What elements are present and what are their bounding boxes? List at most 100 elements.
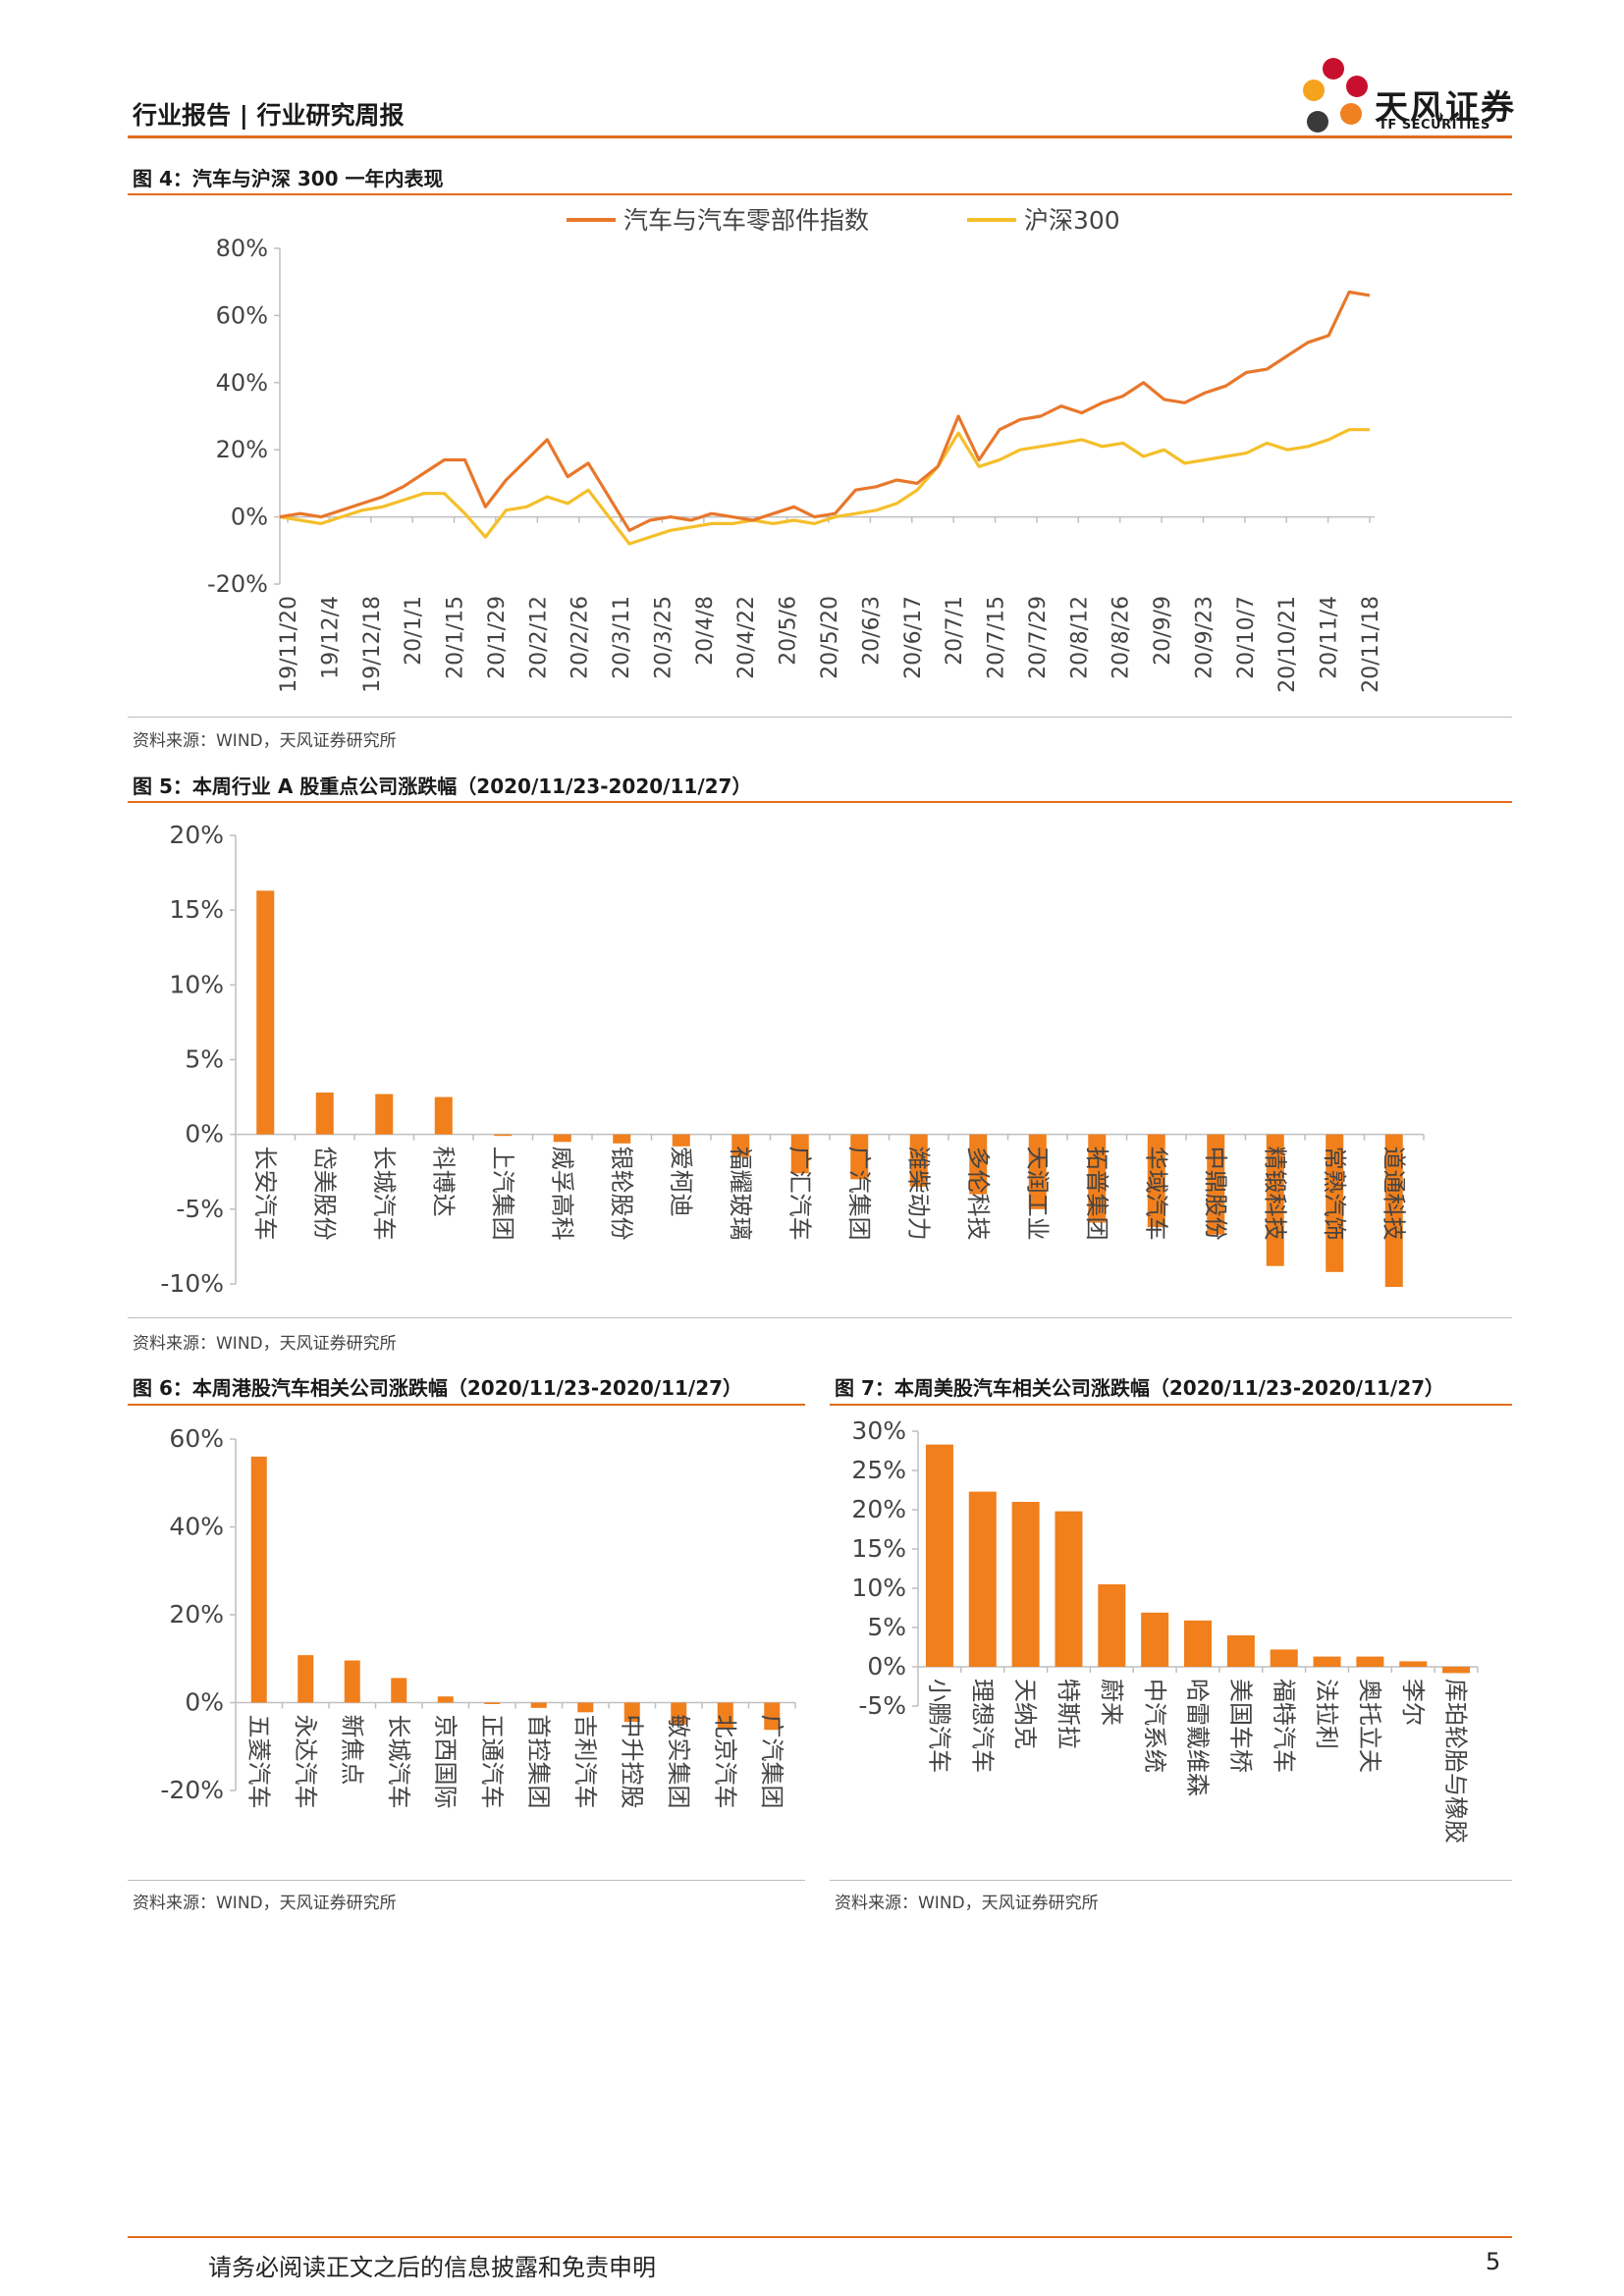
category-label: 敏实集团 (665, 1715, 692, 1809)
figure-7-bar-chart: -5% 0% 5% 10% 15% 20% 25% 30% 小鹏汽车 理想汽车 天纳克 特斯拉 蔚来 中汽… (851, 1416, 1479, 1843)
bar (1313, 1656, 1341, 1667)
figure-4-source: 资料来源：WIND，天风证券研究所 (133, 731, 397, 751)
bar (375, 1094, 394, 1135)
category-label: 精锻科技 (1261, 1147, 1288, 1241)
x-tick-label: 20/3/25 (651, 596, 676, 679)
bar (969, 1134, 988, 1195)
x-tick-label: 20/3/11 (610, 596, 634, 679)
bar (577, 1702, 594, 1713)
y-tick-label: 20% (169, 1600, 224, 1629)
x-tick-label: 20/11/4 (1318, 596, 1342, 679)
bar (315, 1093, 334, 1135)
figure-5-top-rule (128, 801, 1512, 803)
series-line-hs300 (279, 428, 1370, 546)
bar (850, 1134, 869, 1180)
bar (494, 1134, 513, 1137)
category-label: 五菱汽车 (244, 1715, 272, 1809)
y-tick-label: 0% (231, 504, 268, 531)
category-label: 广汇汽车 (785, 1147, 813, 1241)
x-tick-label: 20/7/1 (943, 596, 967, 666)
y-tick-label: 15% (851, 1534, 906, 1563)
category-label: 岱美股份 (310, 1147, 338, 1241)
bar (1184, 1620, 1212, 1667)
category-label: 李尔 (1399, 1679, 1427, 1726)
category-label: 特斯拉 (1055, 1679, 1082, 1749)
bar (250, 1456, 267, 1703)
x-tick-label: 20/10/7 (1234, 596, 1259, 679)
bar (530, 1702, 547, 1708)
category-label: 科博达 (429, 1147, 457, 1217)
category-label: 广汽集团 (758, 1715, 785, 1809)
category-label: 爱柯迪 (667, 1147, 694, 1217)
figure-5-source: 资料来源：WIND，天风证券研究所 (133, 1334, 397, 1354)
bar (672, 1134, 690, 1147)
x-tick-label: 20/9/23 (1192, 596, 1217, 679)
figure-5-title: 图 5：本周行业 A 股重点公司涨跌幅（2020/11/23-2020/11/2… (133, 774, 752, 798)
category-label: 长城汽车 (370, 1147, 398, 1241)
bar (256, 890, 275, 1135)
x-tick-label: 20/7/15 (985, 596, 1009, 679)
figure-7-bottom-rule (830, 1880, 1512, 1881)
y-tick-label: 30% (851, 1416, 906, 1445)
x-tick-label: 20/6/3 (859, 596, 884, 666)
bar (909, 1134, 928, 1187)
category-label: 北京汽车 (711, 1715, 738, 1809)
x-tick-label: 19/12/4 (318, 596, 343, 679)
category-label: 中升控股 (618, 1715, 645, 1809)
y-tick-label: -10% (160, 1269, 224, 1298)
x-tick-label: 20/4/22 (734, 596, 759, 679)
figure-7-top-rule (830, 1404, 1512, 1406)
category-label: 华域汽车 (1142, 1147, 1169, 1241)
category-label: 理想汽车 (968, 1679, 996, 1773)
category-label: 蔚来 (1098, 1679, 1125, 1726)
bar (1226, 1635, 1255, 1667)
figure-4-top-rule (128, 193, 1512, 195)
bar (1270, 1649, 1298, 1667)
bar (623, 1702, 640, 1723)
category-label: 天润工业 (1023, 1147, 1051, 1241)
bar (968, 1491, 997, 1667)
bar (391, 1678, 407, 1703)
category-label: 上汽集团 (489, 1147, 516, 1241)
bar (437, 1696, 454, 1703)
bar (1384, 1134, 1403, 1288)
bar (298, 1655, 314, 1703)
bar (1028, 1134, 1047, 1209)
category-label: 哈雷戴维森 (1184, 1679, 1212, 1796)
bar (1098, 1584, 1126, 1667)
category-label: 威孚高科 (548, 1147, 575, 1241)
x-tick-label: 20/10/21 (1275, 596, 1300, 693)
x-tick-label: 20/8/26 (1110, 596, 1134, 679)
figure-5-bottom-rule (128, 1317, 1512, 1318)
bar (1266, 1134, 1284, 1266)
figure-6-title: 图 6：本周港股汽车相关公司涨跌幅（2020/11/23-2020/11/27） (133, 1376, 743, 1400)
figure-6-bar-chart: -20% 0% 20% 40% 60% 五菱汽车 永达汽车 新焦点 长城汽车 京西国际 正通汽车 首控… (160, 1424, 796, 1809)
category-label: 常熟汽饰 (1321, 1147, 1348, 1241)
bar (553, 1134, 571, 1143)
page-number: 5 (1486, 2248, 1501, 2275)
y-tick-label: -20% (160, 1776, 224, 1804)
bar (434, 1096, 453, 1135)
bar (764, 1702, 781, 1731)
category-label: 新焦点 (338, 1715, 365, 1786)
category-label: 京西国际 (431, 1715, 459, 1809)
y-tick-label: 10% (169, 970, 224, 998)
x-tick-label: 20/2/12 (526, 596, 551, 679)
figure-4-line-chart: -20% 0% 20% 40% 60% 80% 19/11/20 19/12/4 19/12/1… (207, 206, 1383, 693)
y-tick-label: 0% (867, 1652, 906, 1681)
category-label: 银轮股份 (608, 1147, 635, 1241)
y-tick-label: 60% (216, 301, 268, 329)
category-label: 吉利汽车 (571, 1715, 599, 1809)
series-line-auto-index (279, 290, 1371, 532)
legend-label: 汽车与汽车零部件指数 (623, 206, 869, 235)
figure-4-bottom-rule (128, 717, 1512, 718)
logo-text-en: TF SECURITIES (1379, 118, 1490, 133)
y-tick-label: 5% (867, 1613, 906, 1641)
category-label: 福特汽车 (1270, 1679, 1297, 1773)
figure-6-bottom-rule (128, 1880, 805, 1881)
category-label: 中汽系统 (1141, 1679, 1168, 1773)
y-tick-label: 25% (851, 1456, 906, 1484)
x-tick-label: 20/1/15 (444, 596, 468, 679)
category-label: 法拉利 (1313, 1679, 1340, 1749)
bar (1141, 1612, 1169, 1667)
